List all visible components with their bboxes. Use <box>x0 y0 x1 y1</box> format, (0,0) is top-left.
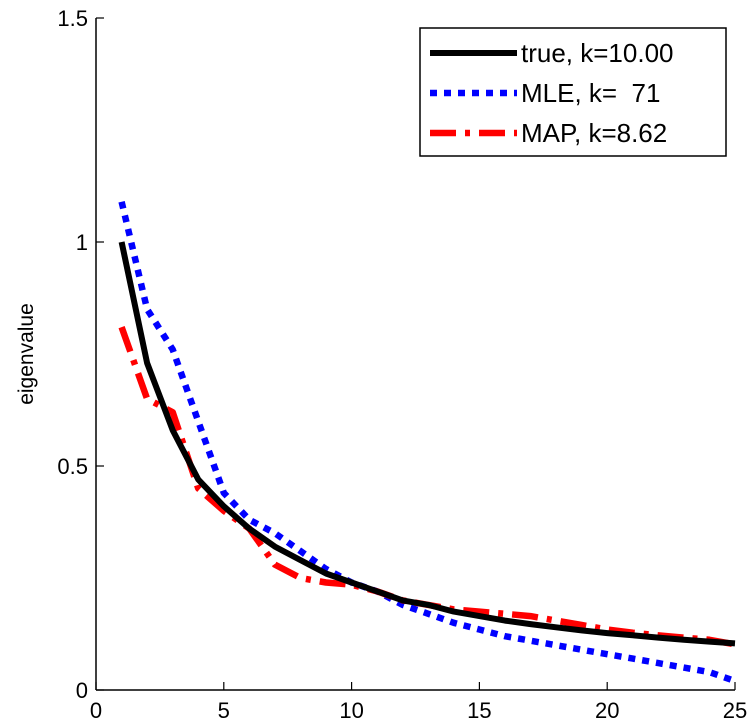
series-layer <box>118 200 737 685</box>
y-tick-label: 1 <box>76 230 88 255</box>
axes-layer: 0 5 10 15 20 25 0 0.5 1 1.5 <box>57 6 747 723</box>
y-tick-label: 1.5 <box>57 6 88 31</box>
y-tick-label: 0.5 <box>57 454 88 479</box>
legend-label-2: MAP, k=8.62 <box>521 118 667 148</box>
x-tick-label: 0 <box>90 698 102 723</box>
y-axis-label: eigenvalue <box>15 303 38 405</box>
series-line-1 <box>118 200 737 685</box>
legend-label-0: true, k=10.00 <box>521 38 674 68</box>
legend-label-1: MLE, k= 71 <box>521 78 660 108</box>
series-line-0 <box>118 241 736 647</box>
x-tick-label: 15 <box>467 698 491 723</box>
legend: true, k=10.00 MLE, k= 71 MAP, k=8.62 <box>419 27 727 157</box>
y-tick-label: 0 <box>76 678 88 703</box>
x-tick-label: 10 <box>339 698 363 723</box>
series-line-2 <box>118 326 736 648</box>
x-tick-label: 5 <box>218 698 230 723</box>
x-tick-label: 20 <box>595 698 619 723</box>
legend-box <box>419 27 727 157</box>
x-tick-label: 25 <box>723 698 747 723</box>
